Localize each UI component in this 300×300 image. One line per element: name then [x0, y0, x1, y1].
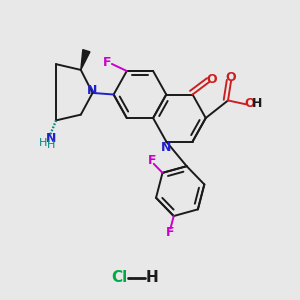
Text: O: O: [245, 97, 255, 110]
Text: Cl: Cl: [111, 270, 127, 285]
Text: O: O: [225, 71, 236, 84]
Text: F: F: [103, 56, 112, 70]
Text: N: N: [46, 132, 57, 146]
Text: H: H: [146, 270, 159, 285]
Text: N: N: [86, 85, 97, 98]
Text: H: H: [39, 138, 47, 148]
Text: N: N: [160, 142, 171, 154]
Text: F: F: [148, 154, 157, 167]
Text: O: O: [206, 73, 217, 86]
Text: H: H: [252, 97, 262, 110]
Text: H: H: [47, 140, 56, 150]
Text: F: F: [166, 226, 175, 239]
Polygon shape: [81, 50, 90, 70]
